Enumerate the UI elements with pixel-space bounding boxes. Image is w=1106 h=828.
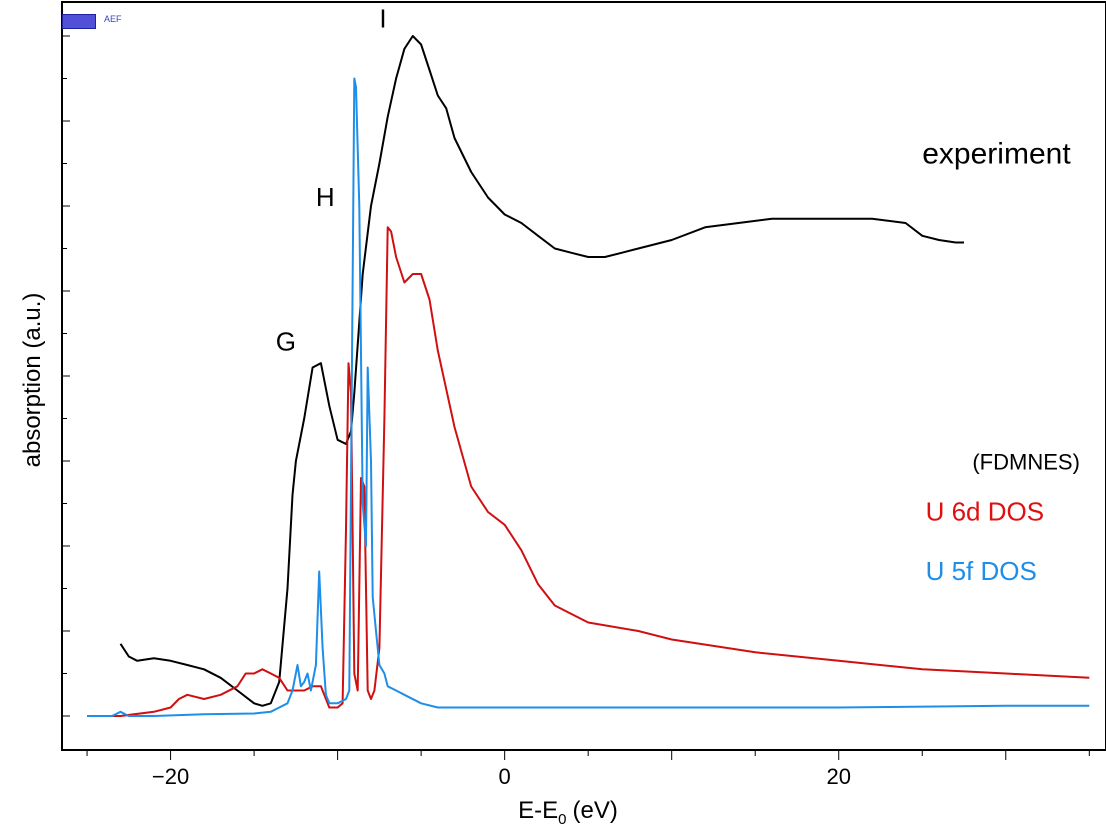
annotation-label: U 5f DOS [926, 556, 1037, 586]
annotation-label: (FDMNES) [972, 450, 1080, 475]
x-axis-ticks: −20 0 20 [86, 750, 1090, 789]
series-line-experiment [119, 35, 964, 707]
plot-frame [61, 1, 1106, 751]
series-line-u-5f-dos [87, 77, 1090, 717]
annotation-label: H [316, 182, 335, 212]
x-tick-label: −20 [152, 764, 189, 789]
annotation-label: I [379, 4, 386, 34]
annotation-label: G [276, 327, 296, 357]
x-axis-label-unit: (eV) [573, 797, 618, 824]
series-line-u-6d-dos [87, 226, 1090, 717]
x-tick-label: 20 [826, 764, 850, 789]
series-layer [87, 35, 1090, 717]
x-tick-label: 0 [499, 764, 511, 789]
x-axis-label: E-E0 (eV) [518, 797, 618, 828]
y-axis-label: absorption (a.u.) [19, 293, 46, 468]
x-axis-label-subscript: 0 [558, 811, 566, 828]
annotation-label: U 6d DOS [926, 497, 1045, 527]
x-axis-label-main: E-E [518, 797, 558, 824]
y-axis-ticks [62, 35, 70, 717]
graph-badge-label: AEF [104, 14, 122, 24]
graph-badge-icon [62, 14, 96, 29]
annotation-label: experiment [922, 138, 1071, 171]
